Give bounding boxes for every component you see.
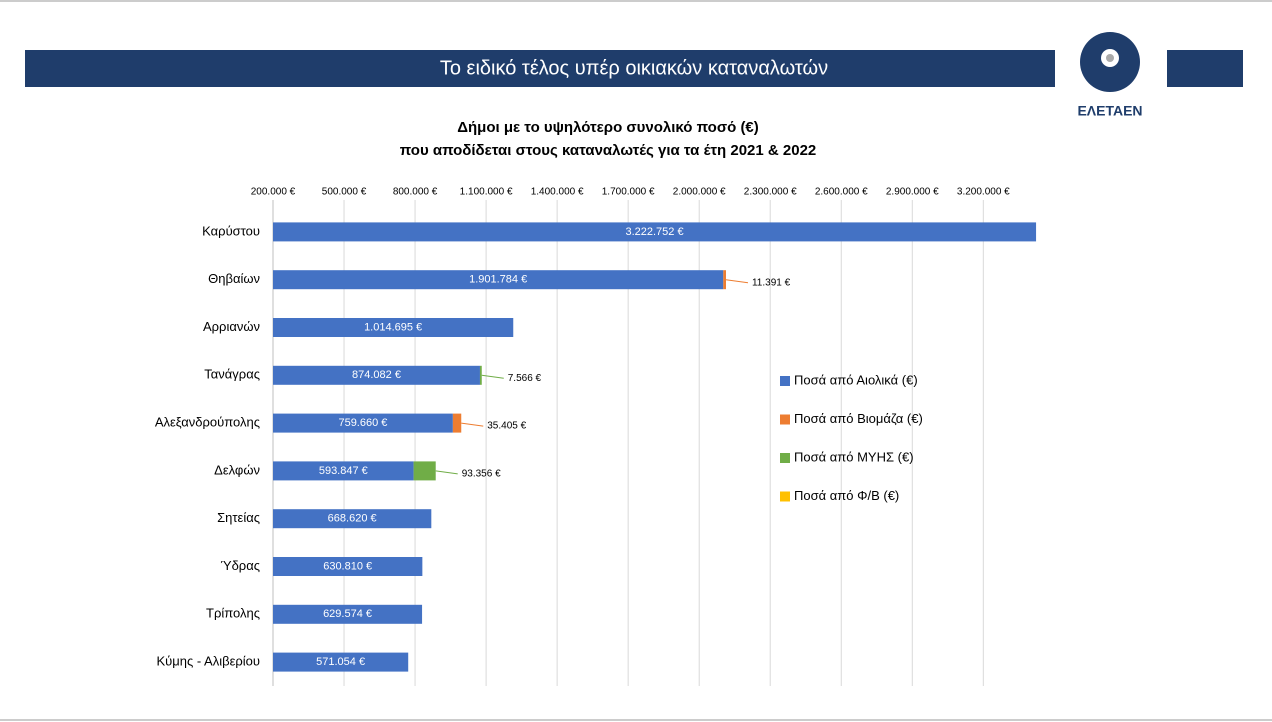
- bar-segment: [413, 461, 436, 481]
- value-label: 630.810 €: [323, 560, 372, 572]
- value-label: 629.574 €: [323, 608, 372, 620]
- title-banner: [25, 50, 1055, 87]
- slide-title: Το ειδικό τέλος υπέρ οικιακών καταναλωτώ…: [440, 57, 828, 79]
- y-tick-label: Σητείας: [217, 510, 260, 525]
- legend-label: Ποσά από Βιομάζα (€): [794, 411, 923, 426]
- y-tick-label: Τανάγρας: [204, 367, 260, 382]
- value-label: 7.566 €: [508, 373, 542, 384]
- x-tick-label: 2.000.000 €: [673, 187, 726, 198]
- title-banner-end: [1167, 50, 1243, 87]
- legend-swatch: [780, 376, 790, 386]
- legend-swatch: [780, 453, 790, 463]
- value-label: 593.847 €: [319, 465, 368, 477]
- value-label: 1.901.784 €: [469, 274, 527, 286]
- x-tick-label: 2.900.000 €: [886, 187, 939, 198]
- leader-line: [725, 279, 749, 284]
- x-tick-label: 3.200.000 €: [957, 187, 1010, 198]
- y-tick-label: Αρριανών: [203, 319, 260, 334]
- value-label: 93.356 €: [462, 469, 501, 480]
- logo-text: ΕΛΕΤΑΕΝ: [1077, 103, 1142, 119]
- legend-label: Ποσά από ΜΥΗΣ (€): [794, 449, 914, 464]
- bar-segment: [452, 413, 462, 433]
- bar-segment: [273, 509, 432, 529]
- bar-segment: [273, 557, 423, 576]
- value-label: 11.391 €: [752, 277, 791, 288]
- legend-swatch: [780, 491, 790, 502]
- y-tick-label: Δελφών: [214, 462, 260, 477]
- legend-label: Ποσά από Αιολικά (€): [794, 372, 918, 387]
- y-tick-label: Αλεξανδρούπολης: [155, 415, 260, 430]
- leader-line: [435, 470, 458, 475]
- value-label: 3.222.752 €: [625, 226, 683, 238]
- bar-segment: [723, 270, 726, 290]
- legend-label: Ποσά από Φ/Β (€): [794, 488, 899, 503]
- chart-title: που αποδίδεται στους καταναλωτές για τα …: [400, 142, 817, 159]
- value-label: 668.620 €: [328, 513, 377, 525]
- bar-segment: [273, 222, 1037, 242]
- chart-title: Δήμοι με το υψηλότερο συνολικό ποσό (€): [457, 119, 759, 136]
- value-label: 1.014.695 €: [364, 321, 422, 333]
- y-tick-label: Ύδρας: [220, 558, 260, 573]
- bar-segment: [273, 365, 480, 385]
- leader-line: [461, 422, 484, 427]
- x-tick-label: 1.400.000 €: [531, 187, 584, 198]
- bar-segment: [273, 270, 724, 290]
- bar-segment: [273, 604, 423, 624]
- x-tick-label: 200.000 €: [251, 187, 296, 198]
- x-tick-label: 1.700.000 €: [602, 187, 655, 198]
- leader-line: [481, 374, 504, 379]
- value-label: 759.660 €: [338, 417, 387, 429]
- legend-swatch: [780, 414, 790, 425]
- logo: ΕΛΕΤΑΕΝ: [1077, 32, 1143, 119]
- bar-segment: [273, 652, 409, 672]
- bar-segment: [479, 365, 482, 385]
- x-tick-label: 1.100.000 €: [460, 187, 513, 198]
- y-tick-label: Καρύστου: [202, 223, 260, 238]
- x-tick-label: 500.000 €: [322, 187, 367, 198]
- value-label: 571.054 €: [316, 656, 365, 668]
- x-tick-label: 2.600.000 €: [815, 187, 868, 198]
- value-label: 35.405 €: [487, 421, 526, 432]
- value-label: 874.082 €: [352, 369, 401, 381]
- bar-segment: [273, 413, 453, 433]
- y-tick-label: Τρίπολης: [206, 606, 260, 621]
- bar-segment: [273, 461, 414, 481]
- x-tick-label: 800.000 €: [393, 187, 438, 198]
- y-tick-label: Κύμης - Αλιβερίου: [156, 654, 260, 669]
- logo-hub-center: [1106, 54, 1114, 62]
- bar-segment: [273, 318, 514, 337]
- y-tick-label: Θηβαίων: [208, 271, 260, 286]
- x-tick-label: 2.300.000 €: [744, 187, 797, 198]
